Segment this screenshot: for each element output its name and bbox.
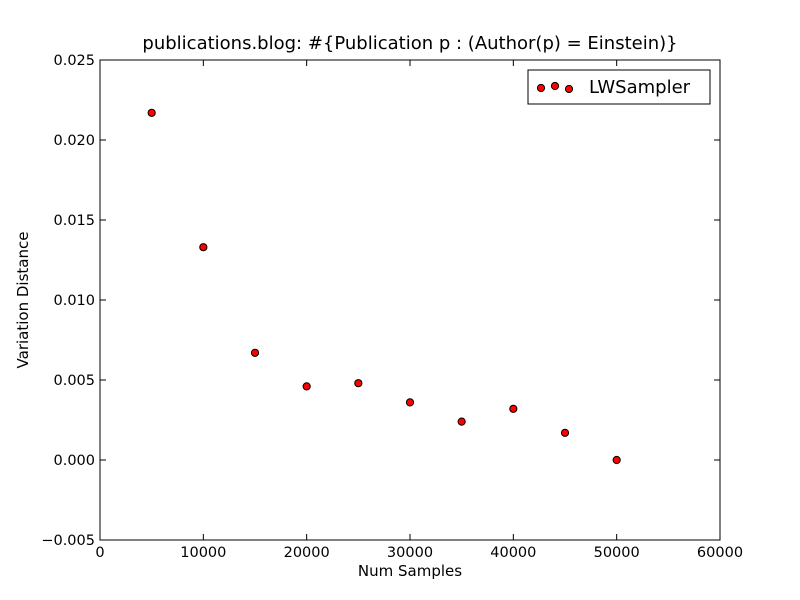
legend-marker (536, 83, 546, 93)
data-point (250, 348, 260, 357)
plot-area (99, 59, 721, 541)
y-tick-label: 0.005 (53, 373, 95, 389)
legend-box (527, 69, 711, 105)
x-tick-label: 50000 (594, 545, 640, 561)
legend: LWSampler (527, 69, 711, 105)
x-tick-label: 10000 (180, 545, 226, 561)
legend-marker (550, 81, 560, 91)
data-point (509, 404, 518, 413)
legend-markers (536, 81, 574, 94)
data-point (405, 398, 415, 407)
plot-frame (99, 59, 721, 541)
data-point (612, 455, 621, 465)
data-points (147, 108, 621, 465)
y-tick-label: 0.010 (53, 293, 95, 309)
x-tick-label: 60000 (697, 545, 743, 561)
data-point (354, 379, 363, 388)
y-tick-label: −0.005 (41, 533, 95, 549)
data-point (560, 428, 570, 437)
legend-label: LWSampler (589, 77, 691, 98)
y-axis-ticks: −0.005 0.000 0.005 0.010 0.015 0.020 0.025 (41, 53, 720, 549)
data-point (457, 417, 466, 426)
x-tick-label: 0 (95, 545, 104, 561)
legend-marker (564, 84, 574, 94)
data-point (199, 243, 208, 252)
y-tick-label: 0.020 (53, 133, 95, 149)
y-tick-label: 0.000 (53, 453, 95, 469)
data-point (147, 108, 156, 117)
x-tick-label: 30000 (387, 545, 433, 561)
y-tick-label: 0.015 (53, 213, 95, 229)
chart-title: publications.blog: #{Publication p : (Au… (142, 33, 677, 54)
y-tick-label: 0.025 (53, 53, 95, 69)
data-point (302, 382, 311, 391)
x-axis-label: Num Samples (358, 562, 462, 580)
y-axis-label: Variation Distance (14, 232, 32, 369)
x-axis-ticks: 0 10000 20000 30000 40000 50000 60000 (95, 60, 743, 561)
x-tick-label: 20000 (284, 545, 330, 561)
x-tick-label: 40000 (490, 545, 536, 561)
